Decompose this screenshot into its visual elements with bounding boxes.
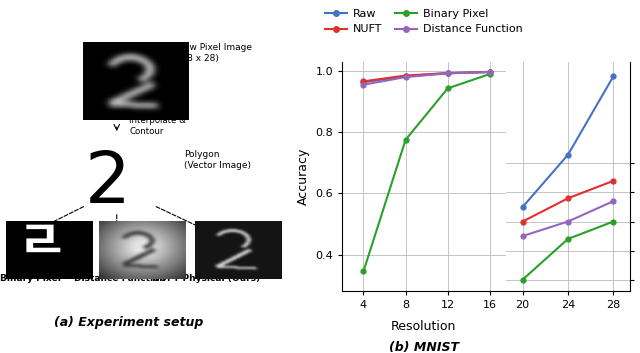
Legend: Raw, NUFT, Binary Pixel, Distance Function: Raw, NUFT, Binary Pixel, Distance Functi… xyxy=(321,6,526,38)
Text: (b) MNIST: (b) MNIST xyxy=(388,341,459,353)
Text: (a) Experiment setup: (a) Experiment setup xyxy=(54,316,204,329)
Y-axis label: Accuracy: Accuracy xyxy=(297,148,310,205)
Text: Resolution: Resolution xyxy=(391,320,456,333)
Text: $\mathit{2}$: $\mathit{2}$ xyxy=(84,148,125,218)
Text: NUFT Physical (Ours): NUFT Physical (Ours) xyxy=(152,274,260,283)
Text: Interpolate &
Contour: Interpolate & Contour xyxy=(129,116,186,136)
Text: Raw Pixel Image
(28 x 28): Raw Pixel Image (28 x 28) xyxy=(178,43,252,62)
Text: Binary Pixel: Binary Pixel xyxy=(0,274,61,283)
Text: Distance Function: Distance Function xyxy=(74,274,166,283)
Text: Polygon
(Vector Image): Polygon (Vector Image) xyxy=(184,150,252,170)
